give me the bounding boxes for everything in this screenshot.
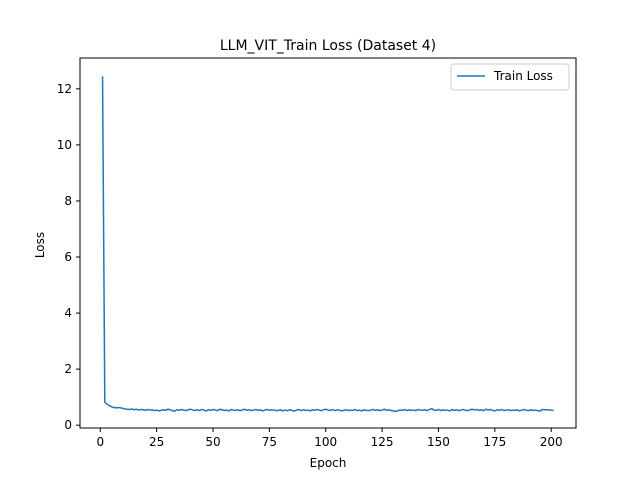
x-tick-label: 125 — [371, 435, 394, 449]
x-tick-label: 50 — [205, 435, 220, 449]
plot-area — [101, 76, 554, 413]
x-tick-label: 200 — [540, 435, 563, 449]
legend-label-train-loss: Train Loss — [493, 69, 553, 83]
y-tick-label: 10 — [57, 138, 72, 152]
y-tick-label: 0 — [64, 418, 72, 432]
x-tick-label: 175 — [483, 435, 506, 449]
y-axis-title: Loss — [33, 232, 47, 258]
axes-frame — [79, 57, 577, 429]
x-tick-label: 100 — [314, 435, 337, 449]
y-tick-label: 4 — [64, 306, 72, 320]
series-line-0 — [101, 76, 554, 413]
y-tick-label: 6 — [64, 250, 72, 264]
y-tick-label: 2 — [64, 362, 72, 376]
x-tick-label: 25 — [149, 435, 164, 449]
x-tick-label: 0 — [96, 435, 104, 449]
y-tick-label: 12 — [57, 82, 72, 96]
legend: Train Loss — [450, 63, 570, 91]
y-tick-label: 8 — [64, 194, 72, 208]
x-tick-label: 150 — [427, 435, 450, 449]
axes: 0 25 50 75 100 125 150 175 200 0 2 4 6 8 10 12 — [57, 57, 577, 449]
legend-box — [450, 63, 570, 91]
chart-title: LLM_VIT_Train Loss (Dataset 4) — [220, 38, 436, 54]
x-tick-label: 75 — [262, 435, 277, 449]
x-axis-title: Epoch — [310, 456, 347, 470]
